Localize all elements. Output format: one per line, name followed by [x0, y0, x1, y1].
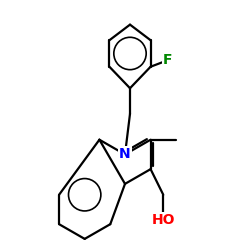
Text: N: N	[119, 148, 131, 162]
Text: F: F	[163, 53, 172, 67]
Text: HO: HO	[152, 213, 175, 227]
